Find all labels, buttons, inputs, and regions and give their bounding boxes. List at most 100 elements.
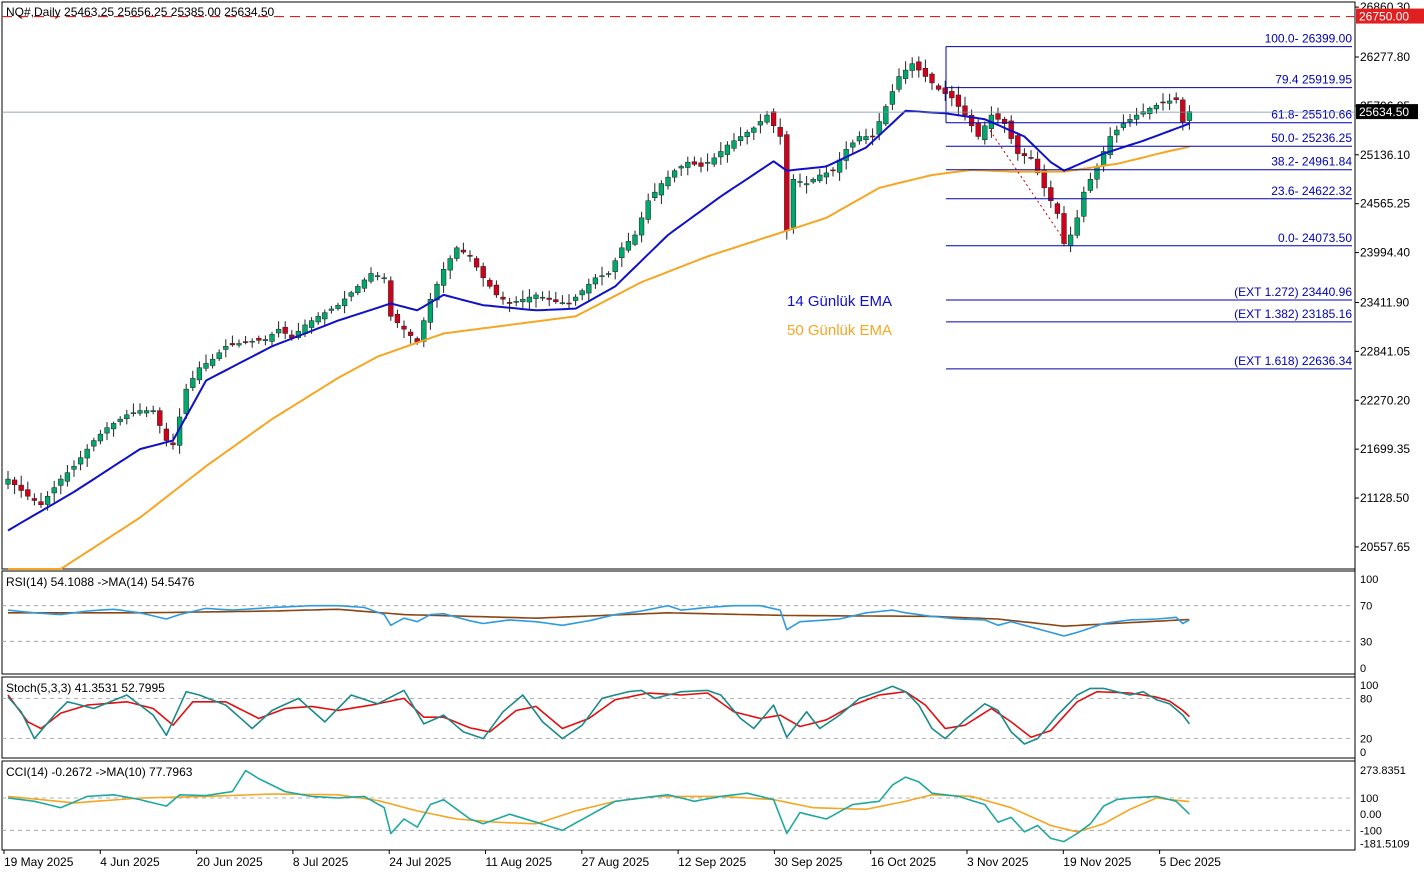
- indicator-tick-label: 100: [1360, 680, 1378, 692]
- bull-candle: [44, 495, 51, 505]
- date-tick-label: 4 Jun 2025: [100, 855, 160, 869]
- bull-candle: [883, 106, 889, 125]
- bull-candle: [1107, 136, 1113, 155]
- bull-candle: [381, 277, 387, 280]
- bull-candle: [902, 69, 909, 79]
- fib-level-label: (EXT 1.382) 23185.16: [1234, 307, 1352, 321]
- bear-candle: [31, 498, 38, 501]
- indicator-tick-label: 0: [1360, 747, 1366, 759]
- bear-candle: [777, 127, 783, 137]
- bull-candle: [803, 183, 810, 186]
- bull-candle: [130, 412, 137, 414]
- rsi-line: [7, 604, 1190, 637]
- bear-candle: [157, 410, 163, 426]
- bull-candle: [724, 144, 731, 155]
- bull-candle: [249, 340, 255, 343]
- ema14-legend: 14 Günlük EMA: [787, 293, 892, 310]
- bull-candle: [559, 302, 566, 304]
- bull-candle: [982, 125, 988, 141]
- bull-candle: [150, 410, 156, 412]
- panel-frames: [1, 1, 1356, 851]
- bear-candle: [25, 489, 31, 497]
- bull-candle: [520, 298, 526, 303]
- bull-candle: [190, 378, 196, 388]
- bull-candle: [361, 279, 368, 289]
- bull-candle: [1114, 129, 1120, 136]
- fib-level-label: (EXT 1.618) 22636.34: [1234, 354, 1352, 368]
- bull-candle: [1087, 179, 1094, 191]
- candlestick-series: [5, 56, 1193, 511]
- bear-candle: [955, 94, 962, 107]
- bull-candle: [51, 487, 57, 494]
- bull-candle: [308, 320, 315, 328]
- bull-candle: [421, 320, 427, 342]
- indicator-tick-label: 30: [1360, 636, 1372, 648]
- bull-candle: [572, 296, 579, 301]
- bull-candle: [718, 151, 724, 158]
- bull-candle: [1140, 111, 1146, 115]
- bull-candle: [137, 410, 143, 414]
- date-tick-label: 11 Aug 2025: [486, 855, 553, 869]
- bull-candle: [262, 339, 269, 341]
- bull-candle: [797, 181, 803, 183]
- bear-candle: [691, 161, 698, 165]
- bull-candle: [678, 166, 684, 169]
- bear-candle: [1001, 118, 1008, 124]
- bull-candle: [599, 275, 605, 277]
- bear-candle: [916, 61, 922, 71]
- bear-candle: [546, 297, 552, 300]
- indicator-tick-label: 100: [1360, 574, 1378, 586]
- bull-candle: [817, 174, 823, 181]
- current-price-bg: [1356, 104, 1418, 120]
- date-tick-label: 5 Dec 2025: [1160, 855, 1222, 869]
- cci-ma-line: [7, 793, 1190, 833]
- bull-candle: [1081, 191, 1087, 217]
- bear-candle: [975, 122, 981, 137]
- bull-candle: [1147, 107, 1153, 115]
- bull-candle: [757, 121, 764, 126]
- date-tick-label: 16 Oct 2025: [871, 855, 937, 869]
- bull-candle: [275, 328, 282, 334]
- date-tick-label: 8 Jul 2025: [293, 855, 349, 869]
- bull-candle: [671, 170, 678, 178]
- bull-candle: [1133, 114, 1140, 120]
- bull-candle: [685, 161, 691, 168]
- bull-candle: [348, 292, 354, 297]
- fib-level-label: (EXT 1.272) 23440.96: [1234, 285, 1352, 299]
- bull-candle: [71, 465, 77, 470]
- bull-candle: [341, 298, 348, 307]
- bull-candle: [223, 346, 229, 350]
- bear-candle: [566, 302, 572, 305]
- bull-candle: [625, 241, 632, 251]
- date-tick-label: 3 Nov 2025: [967, 855, 1029, 869]
- fib-level-label: 100.0- 26399.00: [1265, 32, 1353, 46]
- panel-labels: NQ#,Daily 25463.25 25656.25 25385.00 256…: [6, 5, 892, 779]
- bear-candle: [1041, 169, 1047, 189]
- bull-candle: [619, 247, 625, 258]
- symbol-info: NQ#,Daily 25463.25 25656.25 25385.00 256…: [6, 5, 275, 19]
- price-tick-label: 21699.35: [1360, 442, 1410, 456]
- resistance-label: 26750.00: [1359, 10, 1409, 24]
- bull-candle: [447, 258, 453, 271]
- date-axis[interactable]: 19 May 2025 4 Jun 2025 20 Jun 2025 8 Jul 20…: [3, 850, 1222, 869]
- bull-candle: [209, 358, 216, 366]
- bull-candle: [322, 312, 328, 320]
- bear-candle: [487, 279, 493, 287]
- price-tick-label: 21128.50: [1360, 491, 1409, 505]
- bear-candle: [1180, 99, 1186, 123]
- bull-candle: [889, 91, 896, 105]
- bull-candle: [368, 273, 374, 282]
- bull-candle: [183, 388, 189, 414]
- bear-candle: [401, 325, 407, 330]
- bear-candle: [995, 113, 1001, 120]
- resistance-label-bg: [1356, 8, 1424, 24]
- bear-candle: [229, 343, 236, 346]
- fib-level-label: 50.0- 25236.25: [1271, 131, 1352, 145]
- bear-candle: [929, 73, 935, 84]
- bull-candle: [1094, 166, 1100, 180]
- indicator-tick-label: 100: [1360, 793, 1378, 805]
- panel-frame-main: [1, 1, 1356, 570]
- bull-candle: [269, 334, 275, 342]
- price-axis[interactable]: 26860.3026277.8025706.8525136.1024565.25…: [2, 0, 1424, 850]
